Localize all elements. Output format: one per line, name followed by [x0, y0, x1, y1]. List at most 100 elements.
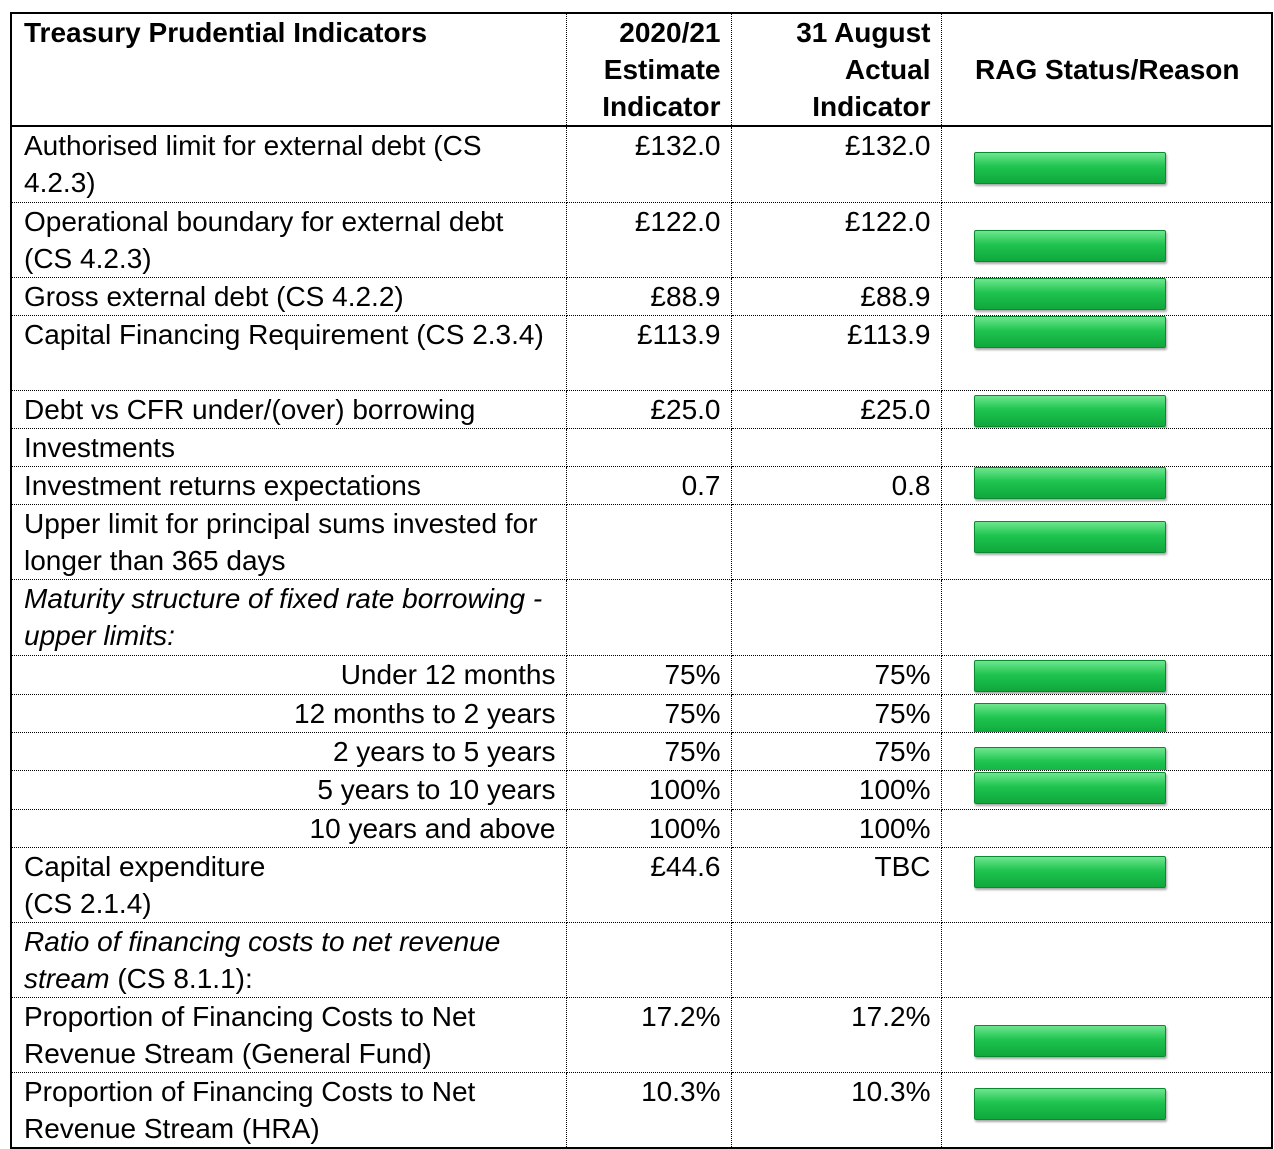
table-row: 5 years to 10 years 100% 100%: [10, 769, 1273, 810]
label-cell: Upper limit for principal sums invested …: [10, 503, 567, 580]
actual-cell: 100%: [730, 808, 942, 848]
rag-cell: [940, 808, 1273, 848]
label-cell: Capital Financing Requirement (CS 2.3.4): [10, 314, 567, 391]
table-row: Investment returns expectations 0.7 0.8: [10, 465, 1273, 505]
actual-cell: TBC: [730, 846, 942, 923]
actual-cell: £122.0: [730, 201, 942, 278]
rag-green-bar: [973, 771, 1166, 804]
table-row: Gross external debt (CS 4.2.2) £88.9 £88.9: [10, 276, 1273, 316]
actual-cell: 75%: [730, 693, 942, 733]
estimate-cell: [565, 578, 732, 656]
rag-cell: [940, 996, 1273, 1073]
header-cell: Treasury Prudential Indicators: [10, 12, 567, 127]
table-row: Ratio of financing costs to net revenue …: [10, 921, 1273, 998]
actual-cell: 75%: [730, 731, 942, 771]
label: Debt vs CFR under/(over) borrowing: [24, 393, 476, 425]
label-cell: Investment returns expectations: [10, 465, 567, 505]
actual-cell: [730, 921, 942, 998]
table-row: Under 12 months 75% 75%: [10, 654, 1273, 695]
rag-green-bar: [973, 467, 1166, 499]
estimate-cell: £44.6: [565, 846, 732, 923]
label: Authorised limit for external debt (CS 4…: [24, 130, 482, 198]
indicator-table: Treasury Prudential Indicators 2020/21 E…: [10, 12, 1273, 1149]
label-cell: 12 months to 2 years: [10, 693, 567, 733]
actual-cell: [730, 503, 942, 580]
rag-green-bar: [973, 746, 1166, 769]
label: Investments: [24, 431, 175, 463]
table-row: Upper limit for principal sums invested …: [10, 503, 1273, 580]
estimate-cell: 100%: [565, 769, 732, 810]
actual-cell: 0.8: [730, 465, 942, 505]
label: Upper limit for principal sums invested …: [24, 507, 538, 576]
label-cell: Operational boundary for external debt (…: [10, 201, 567, 278]
estimate-cell: £25.0: [565, 389, 732, 429]
rag-cell: [940, 427, 1273, 467]
label: Gross external debt (CS 4.2.2): [24, 280, 404, 312]
rag-green-bar: [973, 152, 1166, 184]
label: (CS 8.1.1):: [117, 962, 253, 994]
label-cell: Under 12 months: [10, 654, 567, 695]
estimate-cell: 17.2%: [565, 996, 732, 1073]
label-italic: Ratio of financing costs to net revenue …: [24, 925, 501, 994]
table-row: 2 years to 5 years 75% 75%: [10, 731, 1273, 771]
header-cell: RAG Status/Reason: [940, 12, 1273, 127]
estimate-cell: 100%: [565, 808, 732, 848]
rag-green-bar: [973, 855, 1166, 888]
rag-cell: [940, 503, 1273, 580]
actual-cell: [730, 427, 942, 467]
rag-cell: [940, 731, 1273, 771]
rag-cell: [940, 654, 1273, 695]
rag-green-bar: [973, 1024, 1166, 1057]
estimate-cell: [565, 503, 732, 580]
estimate-cell: 0.7: [565, 465, 732, 505]
label: Capital Financing Requirement (CS 2.3.4): [24, 318, 544, 350]
label-cell: 2 years to 5 years: [10, 731, 567, 771]
label-cell: Ratio of financing costs to net revenue …: [10, 921, 567, 998]
rag-cell: [940, 314, 1273, 391]
label: Operational boundary for external debt (…: [24, 205, 504, 274]
label-cell: Maturity structure of fixed rate borrowi…: [10, 578, 567, 656]
header-cell: 2020/21 Estimate Indicator: [565, 12, 732, 127]
actual-cell: £113.9: [730, 314, 942, 391]
actual-cell: £25.0: [730, 389, 942, 429]
actual-cell: 17.2%: [730, 996, 942, 1073]
label-cell: Gross external debt (CS 4.2.2): [10, 276, 567, 316]
label-cell: Investments: [10, 427, 567, 467]
rag-cell: [940, 201, 1273, 278]
label: Under 12 months: [340, 658, 556, 690]
rag-green-bar: [973, 702, 1166, 731]
label: 5 years to 10 years: [317, 773, 556, 805]
rag-cell: [940, 921, 1273, 998]
header-row: Treasury Prudential Indicators 2020/21 E…: [10, 12, 1273, 127]
label-cell: 5 years to 10 years: [10, 769, 567, 810]
label-cell: Proportion of Financing Costs to Net Rev…: [10, 996, 567, 1073]
estimate-cell: [565, 427, 732, 467]
label-italic: Maturity structure of fixed rate borrowi…: [24, 582, 543, 651]
actual-cell: £88.9: [730, 276, 942, 316]
label: Proportion of Financing Costs to Net Rev…: [24, 1075, 476, 1144]
table-row: Proportion of Financing Costs to Net Rev…: [10, 996, 1273, 1073]
label: Proportion of Financing Costs to Net Rev…: [24, 1000, 476, 1069]
label: 2 years to 5 years: [332, 735, 556, 767]
table-row: Investments: [10, 427, 1273, 467]
label-cell: Debt vs CFR under/(over) borrowing: [10, 389, 567, 429]
rag-green-bar: [973, 278, 1166, 310]
rag-cell: [940, 276, 1273, 316]
estimate-cell: 75%: [565, 654, 732, 695]
label: Capital expenditure (CS 2.1.4): [24, 850, 266, 919]
document: Treasury Prudential Indicators 2020/21 E…: [10, 12, 1273, 1149]
actual-cell: £132.0: [730, 125, 942, 203]
estimate-cell: 75%: [565, 731, 732, 771]
label-cell: Authorised limit for external debt (CS 4…: [10, 125, 567, 203]
rag-green-bar: [973, 229, 1166, 262]
estimate-cell: 10.3%: [565, 1071, 732, 1148]
estimate-cell: £113.9: [565, 314, 732, 391]
table-row: Capital expenditure (CS 2.1.4) £44.6 TBC: [10, 846, 1273, 923]
label: 10 years and above: [309, 812, 556, 844]
actual-cell: 100%: [730, 769, 942, 810]
estimate-cell: £122.0: [565, 201, 732, 278]
label-cell: Proportion of Financing Costs to Net Rev…: [10, 1071, 567, 1148]
table-row: Operational boundary for external debt (…: [10, 201, 1273, 278]
table-row: Maturity structure of fixed rate borrowi…: [10, 578, 1273, 656]
label: 12 months to 2 years: [294, 697, 556, 729]
